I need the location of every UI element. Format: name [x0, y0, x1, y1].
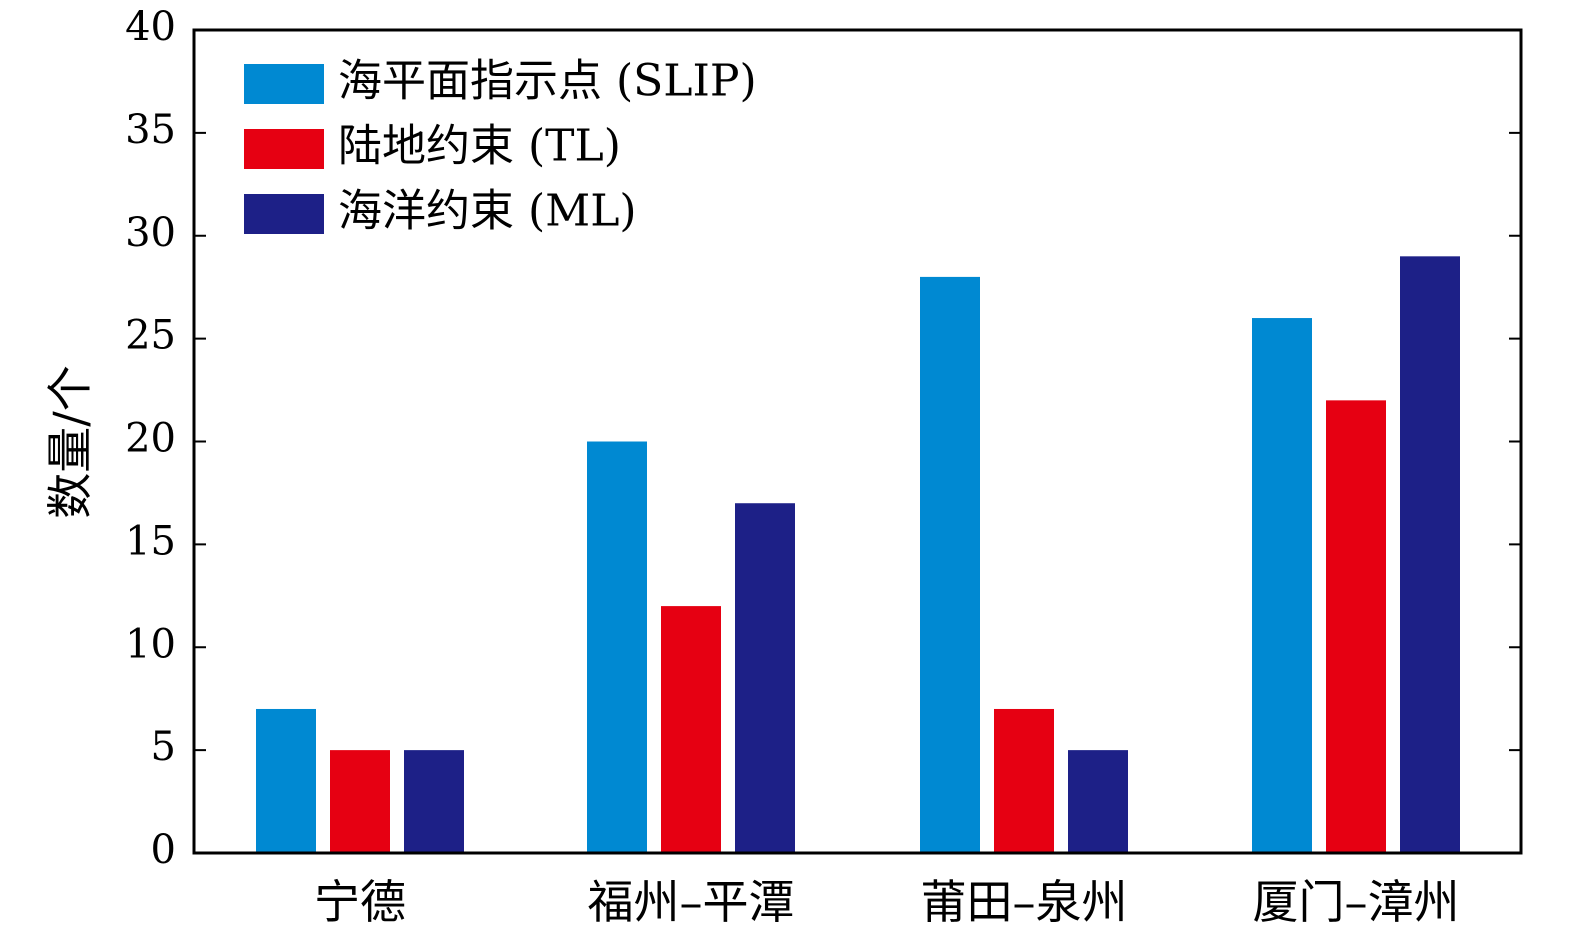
y-tick-label-3: 15 [125, 518, 176, 564]
legend-label-2: 海洋约束 (ML) [338, 186, 637, 237]
bar-1-0 [587, 441, 647, 853]
bar-1-2 [735, 503, 795, 853]
y-tick-label-0: 0 [151, 827, 176, 873]
x-category-label-1: 福州–平潭 [588, 875, 795, 929]
y-tick-label-2: 10 [125, 621, 176, 667]
legend-swatch-0 [244, 64, 324, 104]
y-axis-title: 数量/个 [43, 365, 97, 519]
x-axis-categories: 宁德 福州–平潭 莆田–泉州 厦门–漳州 [314, 875, 1460, 929]
legend-swatch-2 [244, 194, 324, 234]
legend-label-1: 陆地约束 (TL) [338, 121, 621, 172]
legend: 海平面指示点 (SLIP) 陆地约束 (TL) 海洋约束 (ML) [244, 56, 757, 237]
bar-0-2 [404, 750, 464, 853]
bar-1-1 [661, 606, 721, 853]
bar-3-0 [1252, 318, 1312, 853]
bar-0-0 [256, 708, 316, 853]
y-tick-label-5: 25 [125, 313, 176, 359]
bars-layer [256, 256, 1460, 853]
y-tick-label-7: 35 [125, 107, 176, 153]
bar-3-2 [1400, 256, 1460, 853]
legend-label-0: 海平面指示点 (SLIP) [338, 56, 757, 107]
bar-2-1 [994, 708, 1054, 853]
bar-2-2 [1068, 750, 1128, 853]
x-category-label-2: 莆田–泉州 [921, 875, 1128, 929]
x-category-label-3: 厦门–漳州 [1253, 875, 1460, 929]
bar-0-1 [330, 750, 390, 853]
y-axis-ticks: 0 5 10 15 20 25 30 35 40 [125, 4, 1521, 873]
x-category-label-0: 宁德 [314, 875, 406, 929]
y-tick-label-8: 40 [125, 4, 176, 50]
bar-3-1 [1326, 400, 1386, 853]
legend-swatch-1 [244, 129, 324, 169]
bar-2-0 [920, 276, 980, 853]
y-tick-label-4: 20 [125, 416, 176, 462]
y-tick-label-6: 30 [125, 210, 176, 256]
y-tick-label-1: 5 [151, 724, 176, 770]
